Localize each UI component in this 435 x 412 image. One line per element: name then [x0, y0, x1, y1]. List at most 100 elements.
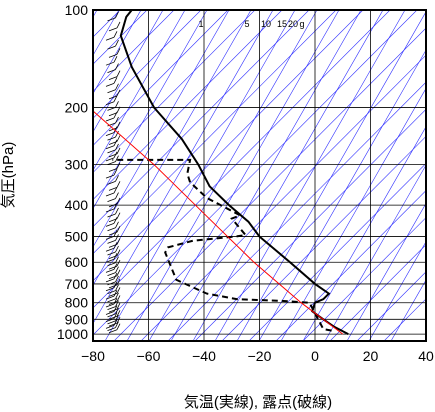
- wind-barb-flag: [113, 95, 118, 102]
- wind-barb-staff: [105, 36, 115, 41]
- wind-barb-staff: [107, 240, 116, 244]
- wind-barb-staff: [107, 327, 116, 331]
- mixing-ratio-label: 10: [261, 19, 271, 29]
- wind-barb-staff: [108, 186, 118, 191]
- wind-barb-flag: [113, 31, 118, 38]
- wind-barb-flag: [115, 292, 119, 300]
- wind-barb-flag: [115, 256, 119, 263]
- x-tick-label: −40: [192, 348, 216, 364]
- wind-barb-staff: [105, 287, 115, 292]
- wind-barb-flag: [113, 168, 118, 176]
- wind-barb-flag: [115, 101, 119, 108]
- wind-barb-flag: [115, 275, 119, 283]
- mixing-ratio-line: [192, 10, 384, 341]
- wind-barb-staff: [105, 132, 115, 136]
- x-tick-label: −20: [248, 348, 272, 364]
- wind-barb-flag: [116, 135, 121, 142]
- wind-barb-flag: [115, 314, 119, 322]
- wind-barb-staff: [107, 320, 116, 325]
- wind-barb-flag: [113, 139, 118, 146]
- wind-barb-flag: [116, 212, 121, 219]
- dry-adiabat-line: [93, 10, 364, 282]
- wind-barb-staff: [107, 180, 116, 185]
- mixing-ratio-line: [170, 10, 362, 341]
- mixing-ratio-line: [368, 241, 426, 341]
- x-tick-label: 0: [311, 348, 319, 364]
- x-tick-label: 20: [363, 348, 379, 364]
- wind-barb-staff: [108, 27, 118, 32]
- wind-barb-staff: [105, 311, 115, 315]
- mixing-ratio-line: [346, 202, 426, 341]
- mixing-ratio-line: [324, 164, 426, 341]
- wind-barb-staff: [105, 222, 115, 227]
- wind-barb-staff: [105, 318, 115, 323]
- wind-barb-staff: [105, 157, 115, 162]
- y-tick-label: 1000: [57, 326, 88, 342]
- wind-barb-staff: [107, 298, 116, 303]
- wind-barb-staff: [107, 198, 116, 202]
- wind-barb-staff: [107, 136, 116, 141]
- wind-barb-staff: [105, 258, 115, 263]
- wind-barb-flag: [115, 321, 119, 328]
- wind-barb-flag: [113, 126, 118, 133]
- wind-barb-staff: [107, 262, 116, 267]
- wind-barb-flag: [115, 300, 119, 307]
- wind-barb-staff: [108, 76, 118, 81]
- wind-barb-flag: [115, 207, 119, 215]
- wind-barb-staff: [107, 17, 116, 22]
- mixing-ratio-label: 1: [198, 19, 203, 29]
- mixing-ratio-label: 20: [288, 19, 298, 29]
- wind-barb-flag: [115, 39, 119, 47]
- wind-barb-staff: [105, 303, 115, 308]
- wind-barb-staff: [105, 208, 115, 213]
- wind-barb-staff: [107, 306, 116, 310]
- wind-barb-flag: [116, 249, 121, 256]
- wind-barb-staff: [108, 322, 118, 327]
- wind-barb-flag: [113, 230, 118, 237]
- wind-barb-flag: [116, 302, 121, 310]
- plot-frame: [92, 9, 427, 342]
- wind-barb-staff: [108, 168, 118, 172]
- wind-barb-staff: [108, 329, 118, 334]
- mixing-ratio-line: [93, 10, 252, 286]
- dry-adiabat-line: [221, 135, 426, 341]
- wind-barb-staff: [108, 293, 118, 297]
- x-tick-label: −60: [137, 348, 161, 364]
- wind-barb-flag: [116, 287, 121, 294]
- wind-barb-flag: [113, 297, 118, 305]
- wind-barb-staff: [108, 308, 118, 313]
- dry-adiabat-line: [93, 10, 229, 146]
- wind-barb-flag: [115, 143, 119, 151]
- wind-barb-flag: [113, 312, 118, 319]
- mixing-ratio-line: [104, 10, 296, 341]
- mixing-ratio-label: 15: [277, 19, 287, 29]
- wind-barb-staff: [108, 275, 118, 280]
- wind-barb-staff: [108, 315, 118, 320]
- wind-barb-flag: [113, 151, 118, 159]
- dry-adiabat-line: [167, 81, 426, 341]
- wind-barb-flag: [115, 245, 119, 253]
- mixing-ratio-line: [258, 49, 426, 341]
- mixing-ratio-line: [236, 11, 426, 341]
- dry-adiabat-line: [93, 10, 418, 336]
- mixing-ratio-line: [93, 10, 230, 248]
- mixing-ratio-line: [93, 10, 186, 171]
- dry-adiabat-line: [356, 271, 426, 341]
- wind-barb-staff: [107, 106, 116, 111]
- wind-barb-flag: [115, 11, 119, 19]
- wind-barb-staff: [105, 295, 115, 300]
- wind-barb-staff: [105, 82, 115, 87]
- wind-barb-staff: [108, 203, 118, 208]
- dry-adiabat-line: [93, 10, 121, 38]
- wind-barb-flag: [115, 175, 119, 182]
- wind-barb-flag: [116, 48, 121, 55]
- wind-barb-staff: [107, 213, 116, 218]
- wind-barb-flag: [116, 89, 121, 97]
- wind-barb-flag: [115, 63, 119, 70]
- wind-barb-staff: [107, 290, 116, 295]
- wind-barb-flag: [113, 56, 118, 63]
- wind-barb-flag: [115, 192, 119, 199]
- wind-barb-staff: [105, 117, 115, 122]
- dry-adiabat-line: [302, 217, 426, 341]
- dry-adiabat-line: [93, 10, 310, 228]
